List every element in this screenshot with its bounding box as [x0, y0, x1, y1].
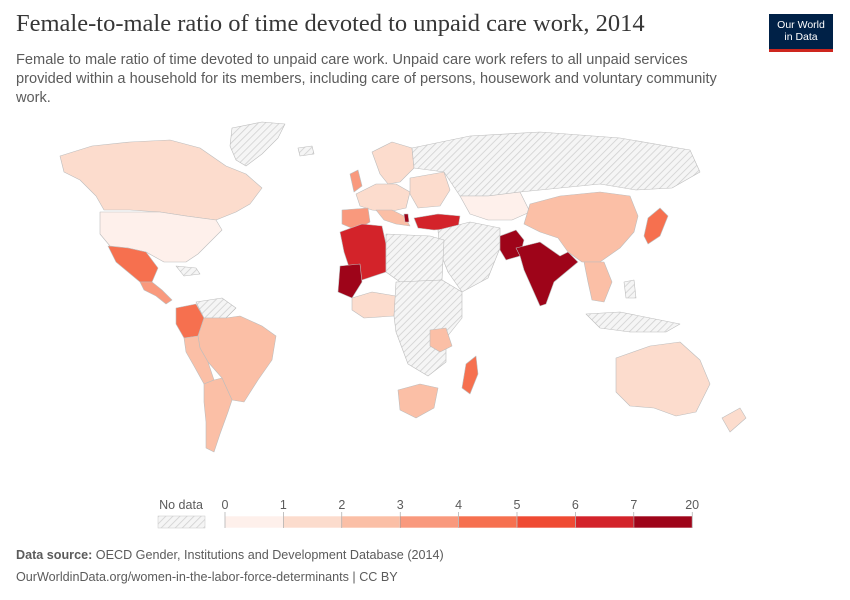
legend-ticks: 0 1 2 3 4 5 6 7 20 — [222, 498, 699, 528]
region-iceland[interactable] — [297, 145, 315, 157]
legend-tick-label-6: 6 — [572, 498, 579, 512]
region-caribbean[interactable] — [175, 265, 201, 277]
region-russia[interactable] — [411, 131, 701, 197]
region-china[interactable] — [523, 191, 639, 263]
map-legend: No data 0 1 2 3 4 5 6 7 20 — [157, 498, 699, 529]
legend-bin-3[interactable] — [399, 515, 459, 529]
legend-no-data-label: No data — [159, 498, 203, 512]
legend-tick-label-7: 7 — [630, 498, 637, 512]
region-middle-east[interactable] — [437, 221, 501, 293]
region-southern-cone[interactable] — [203, 377, 233, 453]
world-map[interactable] — [0, 112, 850, 497]
legend-tick-label-8: 20 — [685, 498, 699, 512]
region-japan[interactable] — [643, 207, 669, 245]
region-kazakhstan[interactable] — [459, 191, 531, 221]
legend-bin-6[interactable] — [575, 515, 635, 529]
region-libya-egypt[interactable] — [385, 233, 445, 283]
region-uk[interactable] — [349, 169, 363, 193]
legend-bins — [224, 515, 693, 529]
region-new-zealand[interactable] — [721, 407, 747, 433]
legend-bin-4[interactable] — [458, 515, 518, 529]
region-greenland[interactable] — [229, 121, 286, 167]
legend-tick-label-2: 2 — [338, 498, 345, 512]
legend-tick-label-4: 4 — [455, 498, 462, 512]
region-west-africa[interactable] — [351, 291, 397, 319]
legend-bin-0[interactable] — [224, 515, 284, 529]
legend-bin-1[interactable] — [283, 515, 343, 529]
legend-tick-label-5: 5 — [514, 498, 521, 512]
chart-subtitle: Female to male ratio of time devoted to … — [16, 52, 717, 106]
region-southeast-asia[interactable] — [583, 261, 613, 303]
region-scandinavia[interactable] — [371, 141, 415, 185]
region-venezuela[interactable] — [195, 297, 237, 319]
region-central-america[interactable] — [139, 281, 173, 305]
region-india[interactable] — [515, 241, 579, 307]
region-east-europe[interactable] — [409, 171, 451, 209]
region-tanzania[interactable] — [429, 327, 453, 353]
logo-line-1: Our World — [777, 19, 825, 31]
legend-bin-2[interactable] — [341, 515, 401, 529]
region-mali[interactable] — [337, 263, 363, 299]
region-albania[interactable] — [403, 213, 410, 223]
region-italy-balkans[interactable] — [375, 209, 411, 227]
footer-source: Data source: OECD Gender, Institutions a… — [16, 548, 444, 562]
region-indonesia[interactable] — [585, 311, 681, 333]
region-central-africa[interactable] — [393, 279, 463, 377]
owid-logo[interactable]: Our World in Data — [769, 14, 833, 52]
region-madagascar[interactable] — [461, 355, 479, 395]
region-australia[interactable] — [615, 341, 711, 417]
chart-title: Female-to-male ratio of time devoted to … — [16, 10, 645, 37]
legend-tick-label-1: 1 — [280, 498, 287, 512]
footer-source-label: Data source: — [16, 548, 93, 562]
region-south-africa[interactable] — [397, 383, 439, 419]
legend-tick-label-3: 3 — [397, 498, 404, 512]
legend-bin-5[interactable] — [516, 515, 576, 529]
region-west-europe[interactable] — [355, 183, 411, 213]
footer-url[interactable]: OurWorldinData.org/women-in-the-labor-fo… — [16, 570, 398, 584]
legend-tick-label-0: 0 — [222, 498, 229, 512]
legend-bin-7[interactable] — [633, 515, 693, 529]
region-philippines[interactable] — [623, 279, 637, 299]
region-north-america-north[interactable] — [59, 139, 263, 221]
footer-source-text[interactable]: OECD Gender, Institutions and Developmen… — [95, 548, 444, 562]
legend-no-data-swatch — [157, 515, 206, 529]
logo-line-2: in Data — [784, 31, 818, 43]
